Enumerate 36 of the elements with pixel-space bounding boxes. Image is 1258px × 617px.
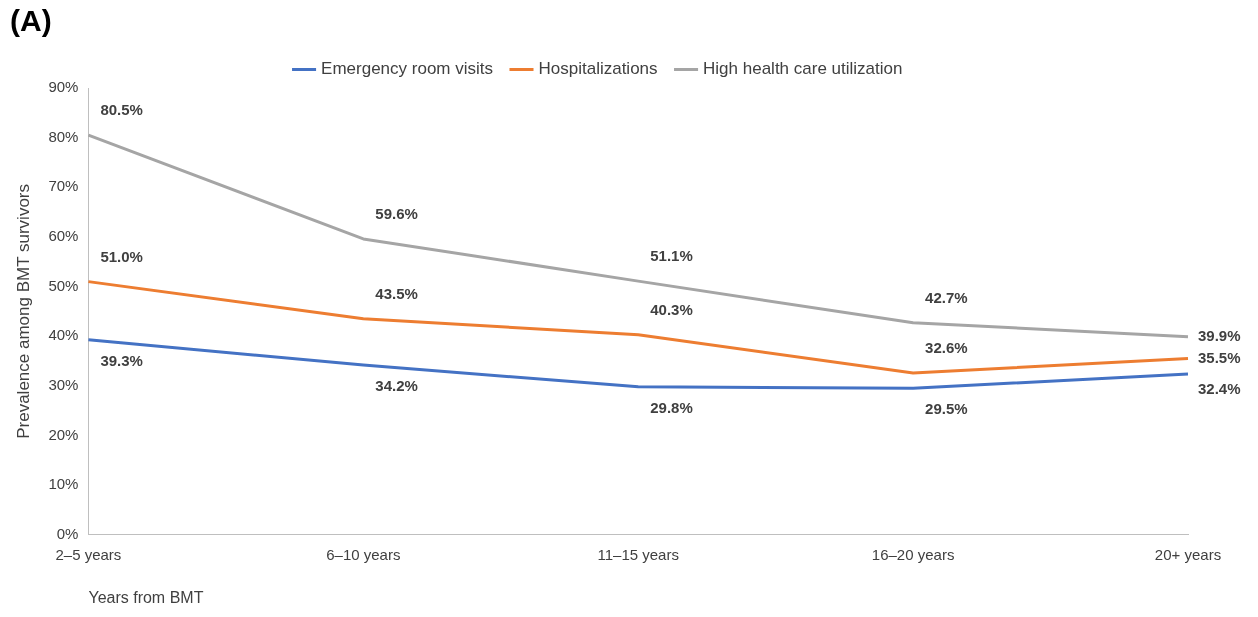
y-axis-title: Prevalence among BMT survivors [13, 184, 33, 439]
y-tick-label: 10% [48, 475, 79, 493]
legend-label: Emergency room visits [321, 59, 493, 79]
x-tick-label: 16–20 years [871, 545, 955, 563]
data-label: 51.0% [100, 247, 143, 265]
x-tick-label: 2–5 years [55, 545, 122, 563]
data-label: 39.9% [1198, 326, 1241, 344]
data-label: 32.4% [1198, 380, 1241, 398]
y-tick-label: 60% [48, 227, 79, 245]
y-tick-label: 90% [48, 78, 79, 96]
data-label: 29.5% [925, 400, 968, 418]
y-tick-label: 30% [48, 376, 79, 394]
data-label: 42.7% [925, 288, 968, 306]
x-tick-label: 6–10 years [326, 545, 401, 563]
data-label: 34.2% [375, 377, 418, 395]
legend-label: High health care utilization [703, 59, 903, 79]
data-label: 32.6% [925, 339, 968, 357]
data-label: 43.5% [375, 284, 418, 302]
data-label: 39.3% [100, 351, 143, 369]
x-tick-label: 11–15 years [597, 545, 679, 563]
data-label: 80.5% [100, 101, 143, 119]
data-label: 40.3% [650, 300, 693, 318]
x-axis-title: Years from BMT [88, 588, 204, 606]
y-tick-label: 70% [48, 177, 79, 195]
y-tick-label: 40% [48, 326, 79, 344]
legend-label: Hospitalizations [538, 59, 658, 79]
data-label: 29.8% [650, 399, 693, 416]
y-tick-label: 20% [48, 425, 79, 443]
data-label: 51.1% [650, 247, 693, 265]
x-tick-label: 20+ years [1154, 545, 1222, 563]
y-tick-label: 0% [56, 524, 79, 542]
y-tick-label: 80% [48, 127, 79, 145]
chart-title: (A) [10, 4, 52, 38]
y-tick-label: 50% [48, 276, 79, 294]
data-label: 59.6% [375, 205, 418, 223]
data-label: 35.5% [1198, 348, 1241, 366]
